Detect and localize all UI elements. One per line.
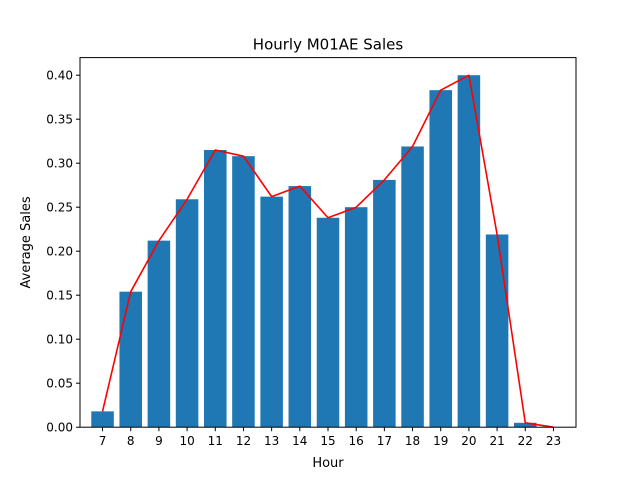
x-tick-label-15: 15 — [320, 434, 335, 448]
y-tick-label-0.15: 0.15 — [46, 289, 73, 303]
x-tick-label-13: 13 — [264, 434, 279, 448]
bar-18 — [401, 146, 424, 428]
y-tick-label-0.40: 0.40 — [46, 69, 73, 83]
y-tick-label-0.05: 0.05 — [46, 377, 73, 391]
x-axis-label: Hour — [312, 456, 344, 471]
y-tick-label-0.10: 0.10 — [46, 333, 73, 347]
x-tick-label-22: 22 — [518, 434, 533, 448]
bar-13 — [260, 196, 283, 428]
x-tick-label-12: 12 — [236, 434, 251, 448]
bar-7 — [91, 411, 114, 428]
y-axis-label: Average Sales — [19, 196, 34, 288]
x-tick-label-8: 8 — [127, 434, 135, 448]
x-tick-label-7: 7 — [99, 434, 107, 448]
x-axis: 7 8 9 10 11 12 13 14 15 16 17 18 19 20 21 22 23 — [99, 427, 561, 448]
trend-line — [101, 74, 554, 428]
bar-9 — [147, 240, 171, 428]
bar-16 — [344, 207, 368, 428]
bar-17 — [373, 179, 396, 428]
chart-title: Hourly M01AE Sales — [253, 36, 404, 54]
x-tick-label-9: 9 — [155, 434, 163, 448]
bar-22 — [514, 422, 537, 428]
bar-19 — [429, 90, 452, 428]
bar-10 — [175, 199, 199, 428]
x-tick-label-19: 19 — [433, 434, 448, 448]
x-tick-label-20: 20 — [461, 434, 476, 448]
x-tick-label-17: 17 — [377, 434, 392, 448]
bar-12 — [232, 156, 255, 428]
x-tick-label-11: 11 — [208, 434, 223, 448]
bars-layer — [91, 75, 537, 428]
bar-8 — [119, 291, 142, 428]
x-tick-label-23: 23 — [546, 434, 561, 448]
y-tick-label-0.20: 0.20 — [46, 245, 73, 259]
x-tick-label-16: 16 — [349, 434, 364, 448]
bar-14 — [288, 186, 312, 428]
y-tick-label-0.30: 0.30 — [46, 157, 73, 171]
y-tick-label-0.00: 0.00 — [46, 421, 73, 435]
bar-15 — [316, 217, 340, 428]
x-tick-label-21: 21 — [489, 434, 504, 448]
bar-11 — [204, 150, 227, 428]
bar-20 — [457, 75, 481, 428]
x-tick-label-14: 14 — [292, 434, 307, 448]
x-tick-label-10: 10 — [179, 434, 194, 448]
y-axis: 0.00 0.05 0.10 0.15 0.20 0.25 0.30 0.35 0.40 — [46, 69, 80, 435]
y-tick-label-0.25: 0.25 — [46, 201, 73, 215]
line-layer — [101, 74, 554, 428]
bar-21 — [485, 234, 509, 428]
x-tick-label-18: 18 — [405, 434, 420, 448]
y-tick-label-0.35: 0.35 — [46, 113, 73, 127]
